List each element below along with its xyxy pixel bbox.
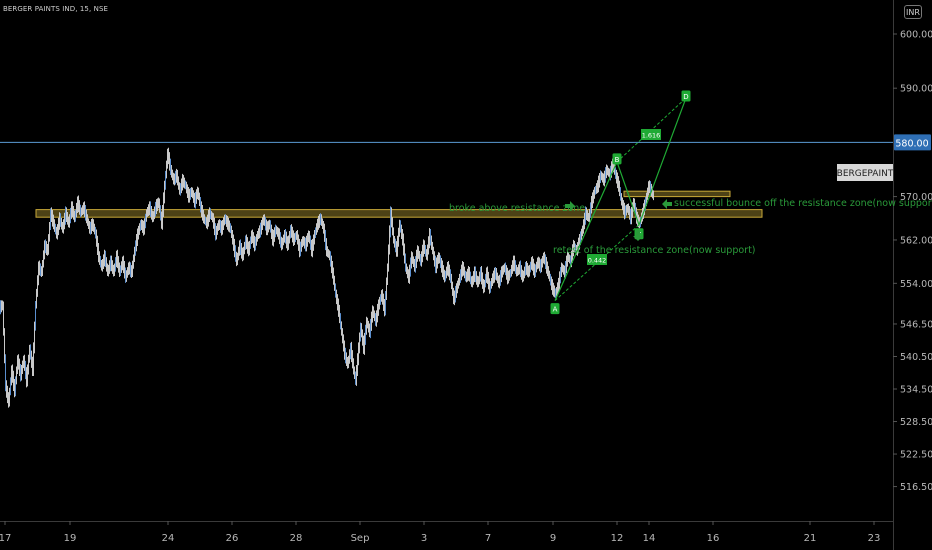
support-zone xyxy=(623,190,731,198)
symbol-info-line: BERGER PAINTS IND, 15, NSE xyxy=(3,5,109,13)
x-tick-label: 17 xyxy=(0,533,11,544)
x-tick-label: 24 xyxy=(162,533,175,544)
price-tag-box xyxy=(894,134,931,151)
x-tick-label: 12 xyxy=(611,533,624,544)
x-tick-label: 3 xyxy=(421,533,427,544)
x-tick-label: 9 xyxy=(550,533,556,544)
x-tick-label: 26 xyxy=(226,533,239,544)
x-tick-label: 19 xyxy=(64,533,77,544)
pattern-point-label: B xyxy=(615,156,620,164)
arrow-down-icon xyxy=(633,230,643,241)
y-tick-label: 546.50 xyxy=(900,319,932,330)
ratio-label: 0.442 xyxy=(588,257,607,265)
x-tick-label: 7 xyxy=(485,533,491,544)
y-tick-label: 540.50 xyxy=(900,352,932,363)
pattern-legs xyxy=(554,97,687,301)
ticker-label-box xyxy=(837,164,893,181)
pattern-point-label: A xyxy=(553,306,558,314)
y-tick-label: 522.50 xyxy=(900,450,932,461)
x-tick-label: 14 xyxy=(643,533,656,544)
annotation-text: retest of the resistance zone(now suppor… xyxy=(553,245,756,256)
pattern-point-box xyxy=(681,90,691,102)
arrow-right-icon xyxy=(565,201,575,211)
y-tick-label: 600.00 xyxy=(900,30,932,41)
y-tick-label: 534.50 xyxy=(900,385,932,396)
y-tick-label: 590.00 xyxy=(900,84,932,95)
pattern-point-box xyxy=(612,153,622,165)
y-tick-label: 528.50 xyxy=(900,417,932,428)
ratio-box xyxy=(587,254,607,265)
y-tick-label: 516.50 xyxy=(900,482,932,493)
y-tick-label: 570.00 xyxy=(900,192,932,203)
ratio-label: 1.616 xyxy=(642,132,661,140)
ticker-label: BERGEPAINT xyxy=(837,169,894,179)
x-tick-label: 16 xyxy=(707,533,720,544)
annotation-text: broke above resistance zone xyxy=(449,203,585,214)
x-tick-label: 28 xyxy=(290,533,303,544)
arrow-left-icon xyxy=(662,199,672,209)
x-tick-label: Sep xyxy=(351,533,370,544)
ratio-box xyxy=(641,129,661,140)
pattern-point-label: D xyxy=(683,93,688,101)
currency-badge[interactable]: INR xyxy=(904,5,922,19)
annotation-text: successful bounce off the resistance zon… xyxy=(674,198,932,209)
pattern-point-box xyxy=(550,303,560,315)
price-tag-label: 580.00 xyxy=(895,138,928,149)
x-tick-label: 23 xyxy=(868,533,881,544)
y-tick-label: 562.00 xyxy=(900,235,932,246)
y-tick-label: 554.00 xyxy=(900,279,932,290)
resistance-zone xyxy=(35,209,763,218)
x-tick-label: 21 xyxy=(804,533,817,544)
